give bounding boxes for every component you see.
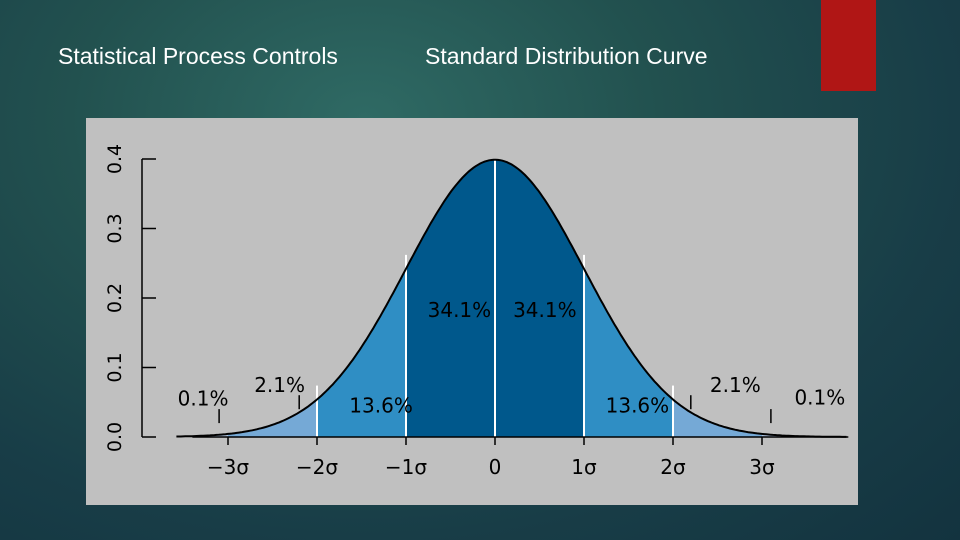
y-tick-label: 0.0	[104, 422, 126, 452]
x-tick-label: 0	[489, 455, 502, 479]
y-tick-label: 0.3	[104, 213, 126, 243]
percent-label-1: 2.1%	[254, 373, 305, 397]
slide-title-left: Statistical Process Controls	[58, 43, 338, 69]
density-curve	[176, 158, 847, 438]
x-tick-label: −2σ	[296, 455, 338, 479]
x-tick-label: −3σ	[207, 455, 249, 479]
y-tick-label: 0.4	[104, 144, 126, 174]
y-tick-label: 0.2	[104, 283, 126, 313]
normal-distribution-chart: 0.0 0.1 0.2 0.3 0.4 −3σ −2σ −1σ 0 1σ 2σ 3σ 0.1% 2.1% 1…	[104, 144, 849, 479]
percent-label-2: 13.6%	[349, 394, 413, 418]
percent-label-3: 34.1%	[428, 298, 492, 322]
percent-label-7: 0.1%	[794, 385, 845, 409]
percent-label-6: 2.1%	[710, 373, 761, 397]
chart-panel: 0.0 0.1 0.2 0.3 0.4 −3σ −2σ −1σ 0 1σ 2σ 3σ 0.1% 2.1% 1…	[86, 118, 858, 505]
x-tick-label: 1σ	[571, 455, 597, 479]
region-6	[673, 399, 762, 437]
y-tick-label: 0.1	[104, 352, 126, 382]
percent-label-5: 13.6%	[606, 394, 670, 418]
x-tick-label: 2σ	[660, 455, 686, 479]
percent-label-0: 0.1%	[178, 387, 229, 411]
accent-bar	[821, 0, 876, 91]
x-tick-label: 3σ	[749, 455, 775, 479]
region-1	[228, 399, 317, 437]
x-tick-label: −1σ	[385, 455, 427, 479]
percent-label-4: 34.1%	[513, 298, 577, 322]
slide-title-right: Standard Distribution Curve	[425, 43, 708, 69]
